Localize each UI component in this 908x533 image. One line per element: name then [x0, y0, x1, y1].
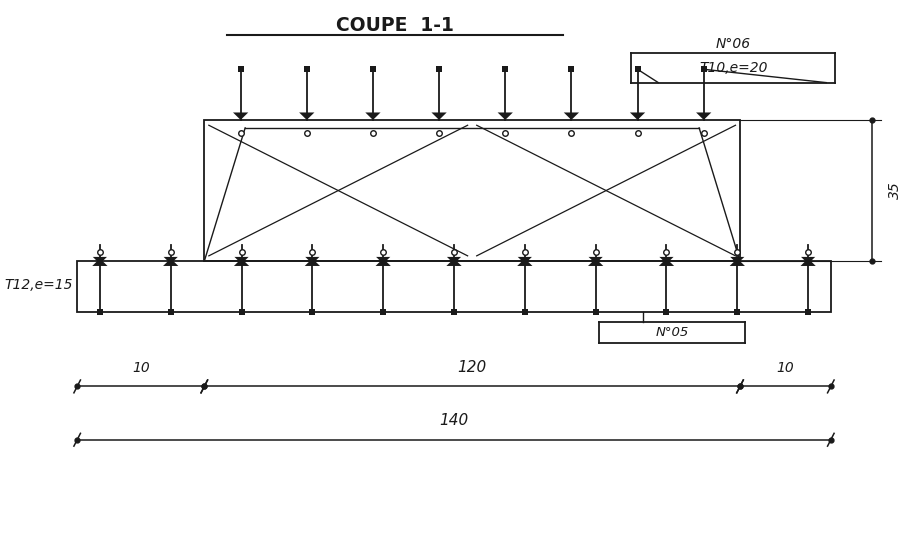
Polygon shape [518, 257, 532, 264]
Text: 120: 120 [458, 360, 487, 375]
Polygon shape [730, 259, 745, 266]
Polygon shape [163, 259, 178, 266]
Text: COUPE  1-1: COUPE 1-1 [336, 15, 454, 35]
Polygon shape [696, 112, 711, 120]
Polygon shape [234, 259, 249, 266]
Text: 10: 10 [776, 361, 794, 375]
Polygon shape [659, 257, 674, 264]
Polygon shape [801, 257, 815, 264]
Text: T10,e=20: T10,e=20 [699, 61, 767, 75]
Polygon shape [588, 259, 603, 266]
Polygon shape [630, 112, 646, 120]
Polygon shape [498, 112, 513, 120]
Polygon shape [588, 257, 603, 264]
Text: 35: 35 [888, 182, 902, 199]
Polygon shape [659, 259, 674, 266]
Text: T12,e=15: T12,e=15 [5, 278, 73, 292]
Polygon shape [163, 257, 178, 264]
Polygon shape [233, 112, 248, 120]
Polygon shape [801, 259, 815, 266]
Text: N°06: N°06 [716, 37, 751, 51]
Polygon shape [730, 257, 745, 264]
Polygon shape [299, 112, 314, 120]
Polygon shape [93, 257, 107, 264]
Polygon shape [431, 112, 447, 120]
Text: 10: 10 [132, 361, 150, 375]
Polygon shape [376, 257, 390, 264]
Polygon shape [365, 112, 380, 120]
Polygon shape [447, 259, 461, 266]
Polygon shape [93, 259, 107, 266]
Text: 140: 140 [439, 413, 469, 428]
Polygon shape [305, 257, 320, 264]
Polygon shape [305, 259, 320, 266]
Polygon shape [234, 257, 249, 264]
Polygon shape [447, 257, 461, 264]
Polygon shape [376, 259, 390, 266]
Polygon shape [518, 259, 532, 266]
Text: N°05: N°05 [656, 326, 688, 339]
Polygon shape [564, 112, 579, 120]
